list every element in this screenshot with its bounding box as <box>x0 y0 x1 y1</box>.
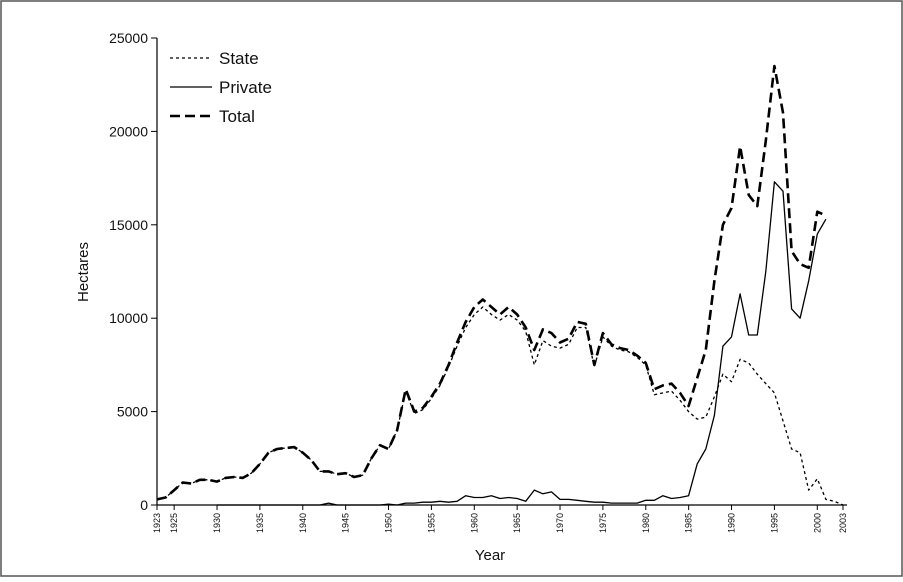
y-axis-label: Hectares <box>75 242 92 302</box>
x-tick-label: 1940 <box>298 513 308 533</box>
x-tick-label: 1930 <box>212 513 222 533</box>
x-tick-label: 2000 <box>812 513 822 533</box>
x-tick-label: 1985 <box>684 513 694 533</box>
legend-label: State <box>219 49 259 68</box>
x-tick-label: 1980 <box>641 513 651 533</box>
x-tick-label: 1955 <box>426 513 436 533</box>
x-axis-label: Year <box>475 547 505 564</box>
x-tick-label: 1990 <box>727 513 737 533</box>
x-tick-label: 1970 <box>555 513 565 533</box>
y-tick-label: 20000 <box>109 123 148 139</box>
y-tick-label: 15000 <box>109 217 148 233</box>
legend-label: Total <box>219 107 255 126</box>
x-tick-label: 1960 <box>469 513 479 533</box>
x-tick-label: 1965 <box>512 513 522 533</box>
x-tick-label: 1995 <box>769 513 779 533</box>
x-tick-label: 1925 <box>169 513 179 533</box>
x-tick-label: 1945 <box>341 513 351 533</box>
x-tick-label: 1923 <box>152 513 162 533</box>
x-tick-label: 1935 <box>255 513 265 533</box>
series-line <box>156 306 844 506</box>
x-tick-label: 1975 <box>598 513 608 533</box>
legend-label: Private <box>219 78 272 97</box>
y-tick-label: 10000 <box>109 310 148 326</box>
x-tick-label: 1950 <box>384 513 394 533</box>
series-line <box>156 64 827 501</box>
y-tick-label: 25000 <box>109 30 148 46</box>
y-tick-label: 5000 <box>117 404 148 420</box>
x-tick-label: 2003 <box>838 513 848 533</box>
y-tick-label: 0 <box>140 497 148 513</box>
series-line <box>217 181 827 506</box>
